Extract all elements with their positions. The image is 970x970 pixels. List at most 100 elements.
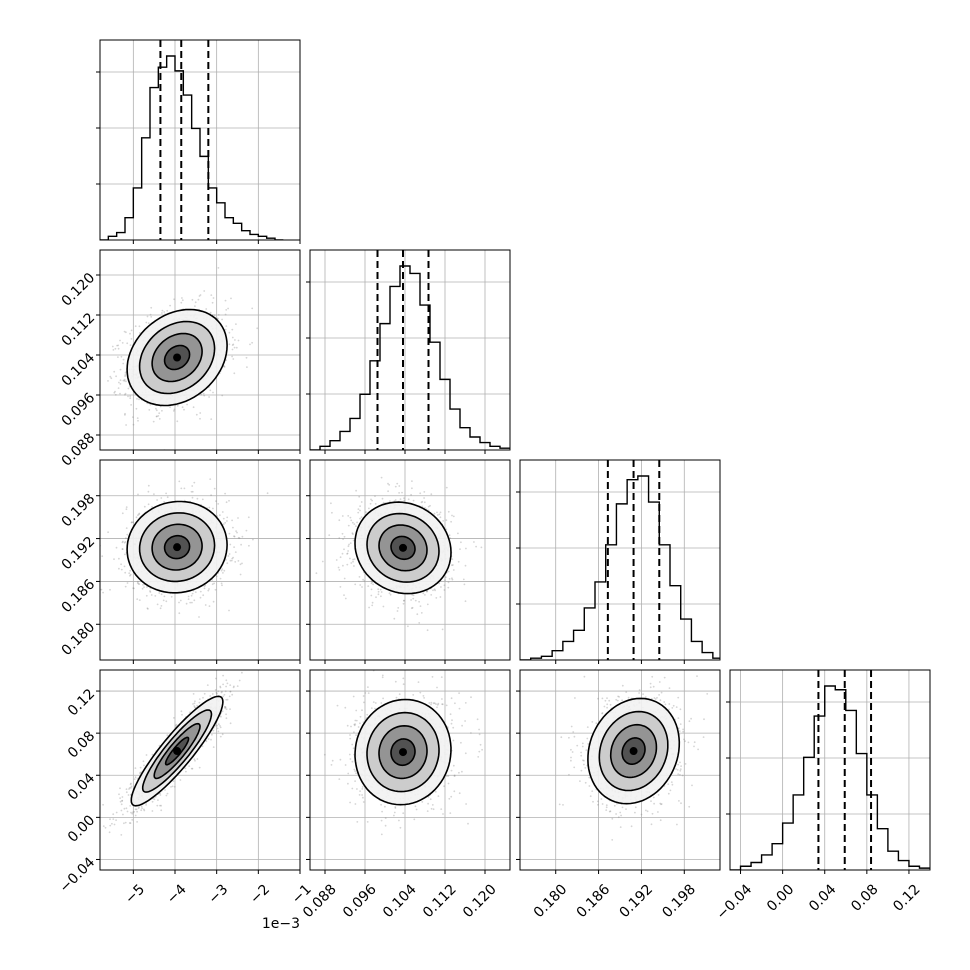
- data-point: [121, 512, 124, 515]
- data-point: [119, 368, 122, 371]
- data-point: [181, 299, 184, 302]
- data-point: [233, 546, 236, 548]
- data-point: [121, 342, 124, 344]
- data-point: [439, 516, 442, 519]
- data-point: [211, 583, 214, 586]
- data-point: [124, 414, 126, 416]
- data-point: [227, 307, 230, 310]
- data-point: [119, 392, 121, 395]
- data-point: [346, 563, 349, 566]
- data-point: [240, 543, 243, 546]
- data-point: [217, 267, 220, 269]
- data-point: [377, 588, 380, 591]
- data-point: [451, 564, 453, 567]
- density-peak: [173, 353, 182, 362]
- data-point: [426, 603, 429, 606]
- data-point: [194, 591, 197, 593]
- data-point: [205, 740, 208, 743]
- histogram-steps: [100, 55, 284, 240]
- data-point: [160, 605, 163, 607]
- data-point: [410, 493, 412, 496]
- data-point: [171, 785, 174, 788]
- data-point: [147, 490, 150, 493]
- data-point: [215, 500, 217, 502]
- data-point: [126, 582, 129, 584]
- data-point: [418, 600, 420, 603]
- data-point: [237, 339, 240, 342]
- data-point: [133, 778, 136, 780]
- data-point: [440, 586, 442, 588]
- data-point: [352, 539, 355, 542]
- data-point: [118, 567, 120, 570]
- data-point: [426, 629, 429, 632]
- data-point: [360, 516, 363, 518]
- data-point: [238, 537, 241, 540]
- data-point: [124, 374, 127, 376]
- density-peak: [399, 543, 407, 552]
- data-point: [387, 490, 389, 493]
- data-point: [377, 590, 380, 593]
- data-point: [178, 601, 180, 604]
- data-point: [447, 581, 450, 584]
- data-point: [436, 511, 438, 514]
- data-point: [355, 489, 357, 492]
- data-point: [231, 328, 234, 331]
- data-point: [153, 493, 155, 495]
- data-point: [354, 583, 357, 586]
- data-point: [158, 592, 161, 594]
- data-point: [197, 298, 200, 301]
- density-group: [100, 478, 269, 618]
- data-point: [181, 297, 183, 299]
- data-point: [445, 486, 448, 489]
- data-point: [374, 503, 377, 505]
- data-point: [202, 696, 204, 699]
- data-point: [445, 528, 448, 531]
- data-point: [153, 798, 156, 801]
- data-point: [438, 582, 441, 585]
- data-point: [430, 493, 433, 496]
- data-point: [136, 582, 139, 584]
- data-point: [212, 507, 214, 510]
- data-point: [403, 599, 405, 602]
- data-point: [180, 301, 183, 304]
- data-point: [208, 396, 211, 398]
- data-point: [222, 695, 225, 698]
- data-point: [201, 498, 204, 501]
- data-point: [125, 506, 128, 508]
- data-point: [445, 519, 448, 522]
- data-point: [124, 412, 126, 415]
- data-point: [135, 516, 138, 519]
- data-point: [126, 533, 129, 536]
- data-point: [348, 543, 350, 546]
- data-point: [235, 323, 237, 325]
- data-point: [186, 403, 189, 406]
- data-point: [222, 517, 225, 520]
- data-point: [210, 494, 213, 497]
- data-point: [452, 569, 455, 571]
- data-point: [172, 780, 175, 782]
- data-point: [190, 594, 193, 597]
- data-point: [117, 387, 120, 389]
- data-point: [266, 492, 269, 495]
- data-point: [219, 577, 222, 580]
- data-point: [225, 559, 227, 561]
- data-point: [139, 332, 141, 334]
- data-point: [203, 585, 206, 588]
- data-point: [138, 398, 140, 401]
- data-point: [374, 495, 376, 497]
- data-point: [147, 608, 149, 610]
- data-point: [397, 607, 400, 609]
- data-point: [151, 800, 154, 803]
- data-point: [398, 492, 400, 494]
- data-point: [424, 506, 426, 509]
- data-point: [337, 566, 340, 569]
- data-point: [224, 328, 227, 331]
- data-point: [365, 511, 367, 513]
- data-point: [224, 313, 227, 316]
- data-point: [138, 513, 140, 516]
- data-point: [221, 584, 223, 587]
- data-point: [245, 356, 248, 359]
- data-point: [347, 550, 349, 552]
- data-point: [136, 417, 139, 419]
